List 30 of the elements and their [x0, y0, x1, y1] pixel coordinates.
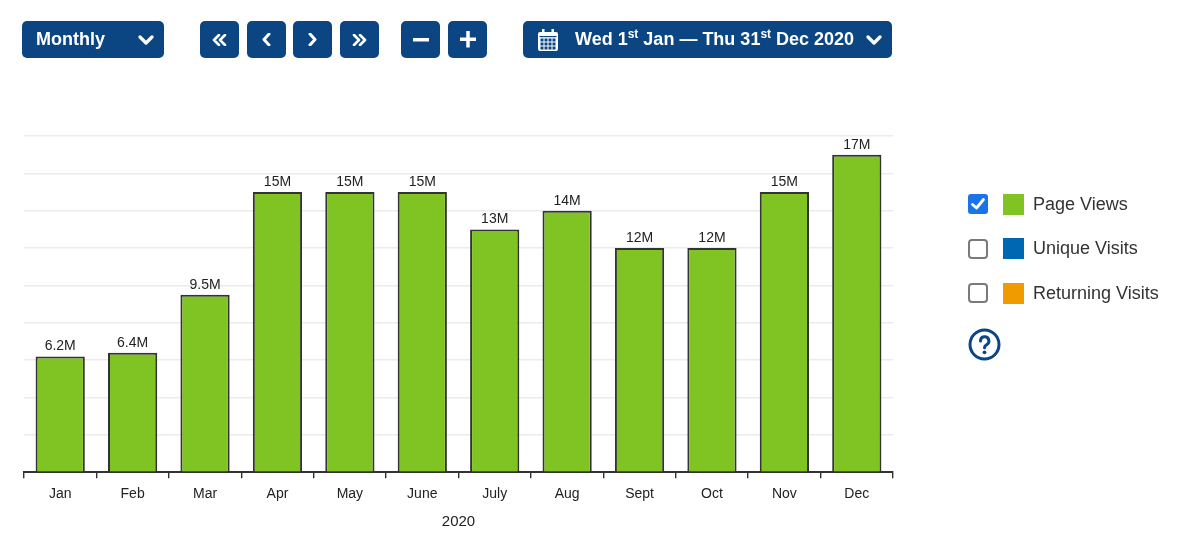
x-tick-label: Feb — [120, 485, 145, 502]
legend-label: Returning Visits — [1033, 282, 1159, 304]
x-tick-label: July — [482, 485, 508, 502]
x-tick-label: Oct — [701, 485, 723, 502]
data-label: 9.5M — [189, 275, 221, 292]
data-label: 6.2M — [44, 337, 76, 354]
data-label: 17M — [843, 135, 871, 152]
legend-label: Page Views — [1033, 193, 1128, 215]
period-dropdown: Monthly — [22, 21, 164, 58]
legend-label: Unique Visits — [1033, 238, 1138, 260]
data-label: 15M — [770, 173, 798, 190]
x-tick-label: June — [407, 485, 438, 502]
x-tick-label: Aug — [554, 485, 580, 502]
data-label: 6.4M — [117, 333, 149, 350]
x-tick-label: Mar — [192, 485, 218, 502]
x-tick-label: Nov — [771, 485, 797, 502]
x-tick-label: May — [336, 485, 364, 502]
data-label: 15M — [408, 173, 436, 190]
date-range-dropdown: Wed 1$^{st}$ Jan — Thu 31$^{st}$ Dec 2020 — [523, 21, 892, 58]
x-axis-title: 2020 — [441, 512, 476, 530]
data-label: 12M — [698, 229, 726, 246]
x-tick-label: Sept — [625, 485, 655, 502]
x-tick-label: Apr — [266, 485, 289, 502]
x-tick-label: Jan — [48, 485, 72, 502]
data-label: 14M — [553, 191, 581, 208]
data-label: 12M — [625, 229, 654, 246]
x-tick-label: Dec — [844, 485, 870, 502]
data-label: 15M — [263, 173, 292, 190]
data-label: 15M — [336, 173, 364, 190]
data-label: 13M — [481, 210, 509, 227]
